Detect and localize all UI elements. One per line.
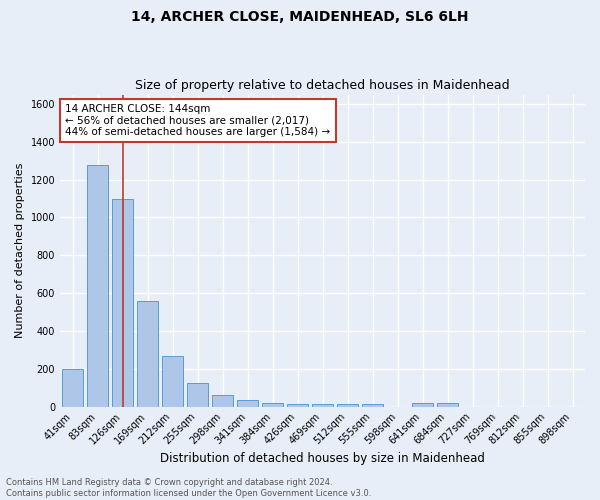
Text: 14, ARCHER CLOSE, MAIDENHEAD, SL6 6LH: 14, ARCHER CLOSE, MAIDENHEAD, SL6 6LH (131, 10, 469, 24)
Bar (412, 403, 433, 406)
Bar (262, 403, 283, 406)
Bar (187, 383, 208, 406)
Y-axis label: Number of detached properties: Number of detached properties (15, 163, 25, 338)
Bar (312, 404, 333, 406)
Bar (62, 369, 83, 406)
Bar (437, 403, 458, 406)
Bar (137, 300, 158, 406)
X-axis label: Distribution of detached houses by size in Maidenhead: Distribution of detached houses by size … (160, 452, 485, 465)
Bar (237, 400, 258, 406)
Bar (87, 164, 108, 406)
Bar (162, 356, 183, 406)
Bar (362, 404, 383, 406)
Text: 14 ARCHER CLOSE: 144sqm
← 56% of detached houses are smaller (2,017)
44% of semi: 14 ARCHER CLOSE: 144sqm ← 56% of detache… (65, 104, 331, 137)
Text: Contains HM Land Registry data © Crown copyright and database right 2024.
Contai: Contains HM Land Registry data © Crown c… (6, 478, 371, 498)
Bar (212, 395, 233, 406)
Bar (337, 404, 358, 406)
Title: Size of property relative to detached houses in Maidenhead: Size of property relative to detached ho… (135, 79, 510, 92)
Bar (287, 404, 308, 406)
Bar (112, 198, 133, 406)
